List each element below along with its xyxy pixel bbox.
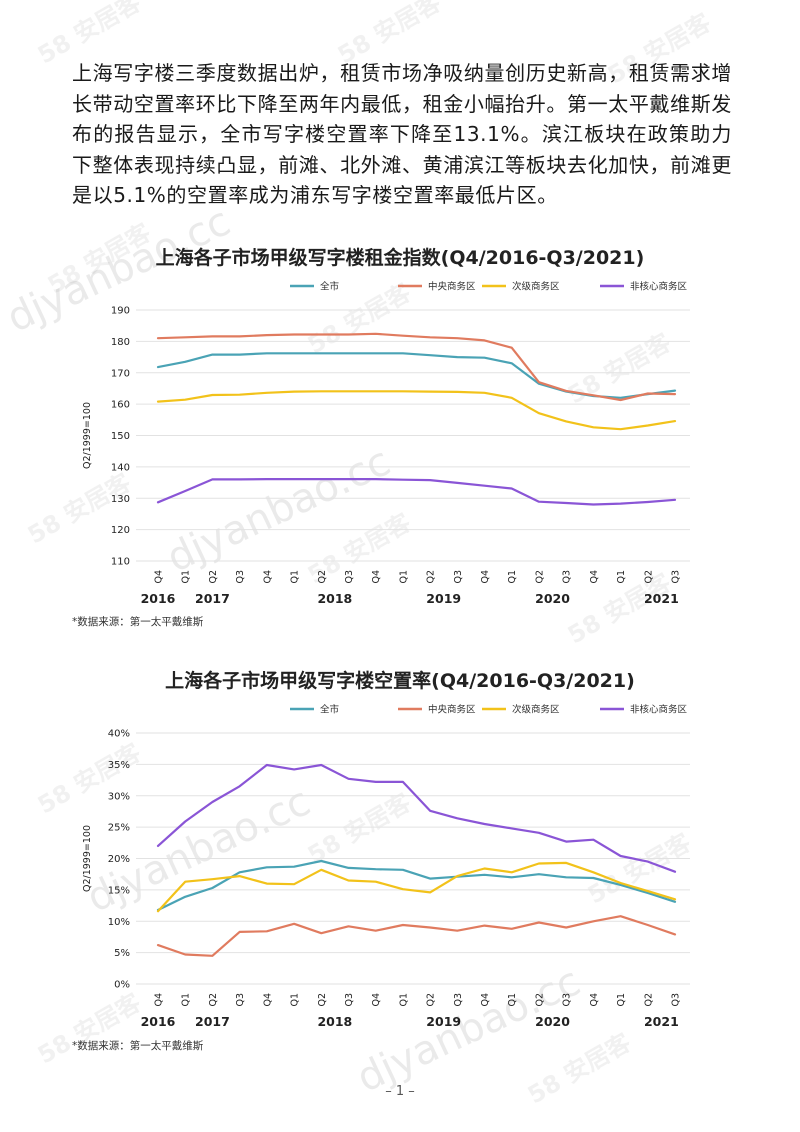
legend-label: 非核心商务区: [630, 281, 688, 293]
year-label: 2020: [535, 591, 570, 606]
year-label: 2018: [317, 591, 352, 606]
y-tick-label: 0%: [114, 980, 130, 991]
x-tick-label: Q4: [154, 570, 165, 584]
page-number: – 1 –: [385, 1084, 415, 1099]
x-tick-label: Q3: [235, 993, 246, 1007]
x-tick-label: Q4: [480, 993, 491, 1007]
year-label: 2019: [426, 591, 461, 606]
year-label: 2016: [141, 1014, 176, 1029]
x-tick-label: Q1: [507, 570, 518, 584]
x-tick-label: Q4: [371, 993, 382, 1007]
year-label: 2021: [644, 591, 679, 606]
y-tick-label: 170: [111, 368, 130, 379]
x-tick-label: Q3: [453, 570, 464, 584]
y-tick-label: 15%: [108, 885, 130, 896]
y-tick-label: 35%: [108, 760, 130, 771]
series-line: [156, 859, 677, 912]
chart-source-note: *数据来源：第一太平戴维斯: [72, 616, 204, 628]
x-tick-label: Q3: [671, 993, 682, 1007]
x-tick-label: Q4: [589, 570, 600, 584]
rent-index-chart: 上海各子市场甲级写字楼租金指数(Q4/2016-Q3/2021) 全市 中央商务区 次…: [82, 246, 690, 606]
legend-label: 次级商务区: [512, 281, 560, 293]
x-tick-label: Q3: [453, 993, 464, 1007]
x-tick-label: Q2: [426, 570, 437, 584]
y-tick-label: 110: [111, 557, 130, 568]
x-tick-label: Q3: [562, 570, 573, 584]
year-label: 2020: [535, 1014, 570, 1029]
x-tick-label: Q1: [507, 993, 518, 1007]
x-tick-label: Q3: [235, 570, 246, 584]
y-tick-label: 120: [111, 525, 130, 536]
x-tick-label: Q4: [154, 993, 165, 1007]
x-tick-label: Q1: [290, 570, 301, 584]
y-tick-label: 20%: [108, 854, 130, 865]
series-line: [156, 478, 677, 506]
year-label: 2017: [195, 1014, 230, 1029]
y-axis-label: Q2/1999=100: [82, 402, 93, 469]
legend-label: 非核心商务区: [630, 704, 688, 716]
series-line: [156, 332, 677, 402]
y-tick-label: 10%: [108, 917, 130, 928]
x-tick-label: Q1: [290, 993, 301, 1007]
legend-label: 次级商务区: [512, 704, 560, 716]
x-tick-label: Q4: [480, 570, 491, 584]
intro-paragraph: 上海写字楼三季度数据出炉，租赁市场净吸纳量创历史新高，租赁需求增长带动空置率环比…: [72, 61, 732, 207]
y-tick-label: 25%: [108, 823, 130, 834]
x-tick-label: Q3: [562, 993, 573, 1007]
y-tick-label: 130: [111, 494, 130, 505]
y-tick-label: 180: [111, 337, 130, 348]
chart-title: 上海各子市场甲级写字楼租金指数(Q4/2016-Q3/2021): [156, 246, 645, 269]
x-tick-label: Q2: [534, 993, 545, 1007]
x-tick-label: Q1: [398, 570, 409, 584]
x-tick-label: Q2: [317, 993, 328, 1007]
x-tick-label: Q2: [643, 570, 654, 584]
x-tick-label: Q4: [589, 993, 600, 1007]
y-tick-label: 30%: [108, 791, 130, 802]
year-label: 2019: [426, 1014, 461, 1029]
x-tick-label: Q1: [181, 570, 192, 584]
x-tick-label: Q3: [344, 993, 355, 1007]
y-tick-label: 150: [111, 431, 130, 442]
x-tick-label: Q4: [262, 993, 273, 1007]
chart-title: 上海各子市场甲级写字楼空置率(Q4/2016-Q3/2021): [165, 669, 635, 692]
year-label: 2021: [644, 1014, 679, 1029]
x-tick-label: Q2: [643, 993, 654, 1007]
legend-label: 中央商务区: [428, 704, 476, 716]
series-line: [156, 915, 677, 957]
y-tick-label: 160: [111, 400, 130, 411]
vacancy-rate-chart: 上海各子市场甲级写字楼空置率(Q4/2016-Q3/2021) 全市 中央商务区 次级…: [82, 669, 690, 1029]
series-line: [156, 861, 677, 913]
x-tick-label: Q4: [371, 570, 382, 584]
year-label: 2016: [141, 591, 176, 606]
x-tick-label: Q2: [426, 993, 437, 1007]
x-tick-label: Q1: [616, 993, 627, 1007]
year-label: 2018: [317, 1014, 352, 1029]
legend-label: 全市: [320, 704, 340, 716]
x-tick-label: Q1: [616, 570, 627, 584]
x-tick-label: Q3: [671, 570, 682, 584]
chart-source-note: *数据来源：第一太平戴维斯: [72, 1040, 204, 1052]
legend-label: 全市: [320, 281, 340, 293]
series-line: [156, 390, 677, 431]
x-tick-label: Q4: [262, 570, 273, 584]
x-tick-label: Q1: [181, 993, 192, 1007]
legend-label: 中央商务区: [428, 281, 476, 293]
y-tick-label: 5%: [114, 948, 130, 959]
series-line: [156, 763, 677, 873]
x-tick-label: Q2: [208, 570, 219, 584]
y-tick-label: 140: [111, 462, 130, 473]
x-tick-label: Q1: [398, 993, 409, 1007]
y-axis-label: Q2/1999=100: [82, 825, 93, 892]
y-tick-label: 190: [111, 306, 130, 317]
x-tick-label: Q2: [317, 570, 328, 584]
x-tick-label: Q2: [534, 570, 545, 584]
year-label: 2017: [195, 591, 230, 606]
x-tick-label: Q2: [208, 993, 219, 1007]
y-tick-label: 40%: [108, 729, 130, 740]
x-tick-label: Q3: [344, 570, 355, 584]
